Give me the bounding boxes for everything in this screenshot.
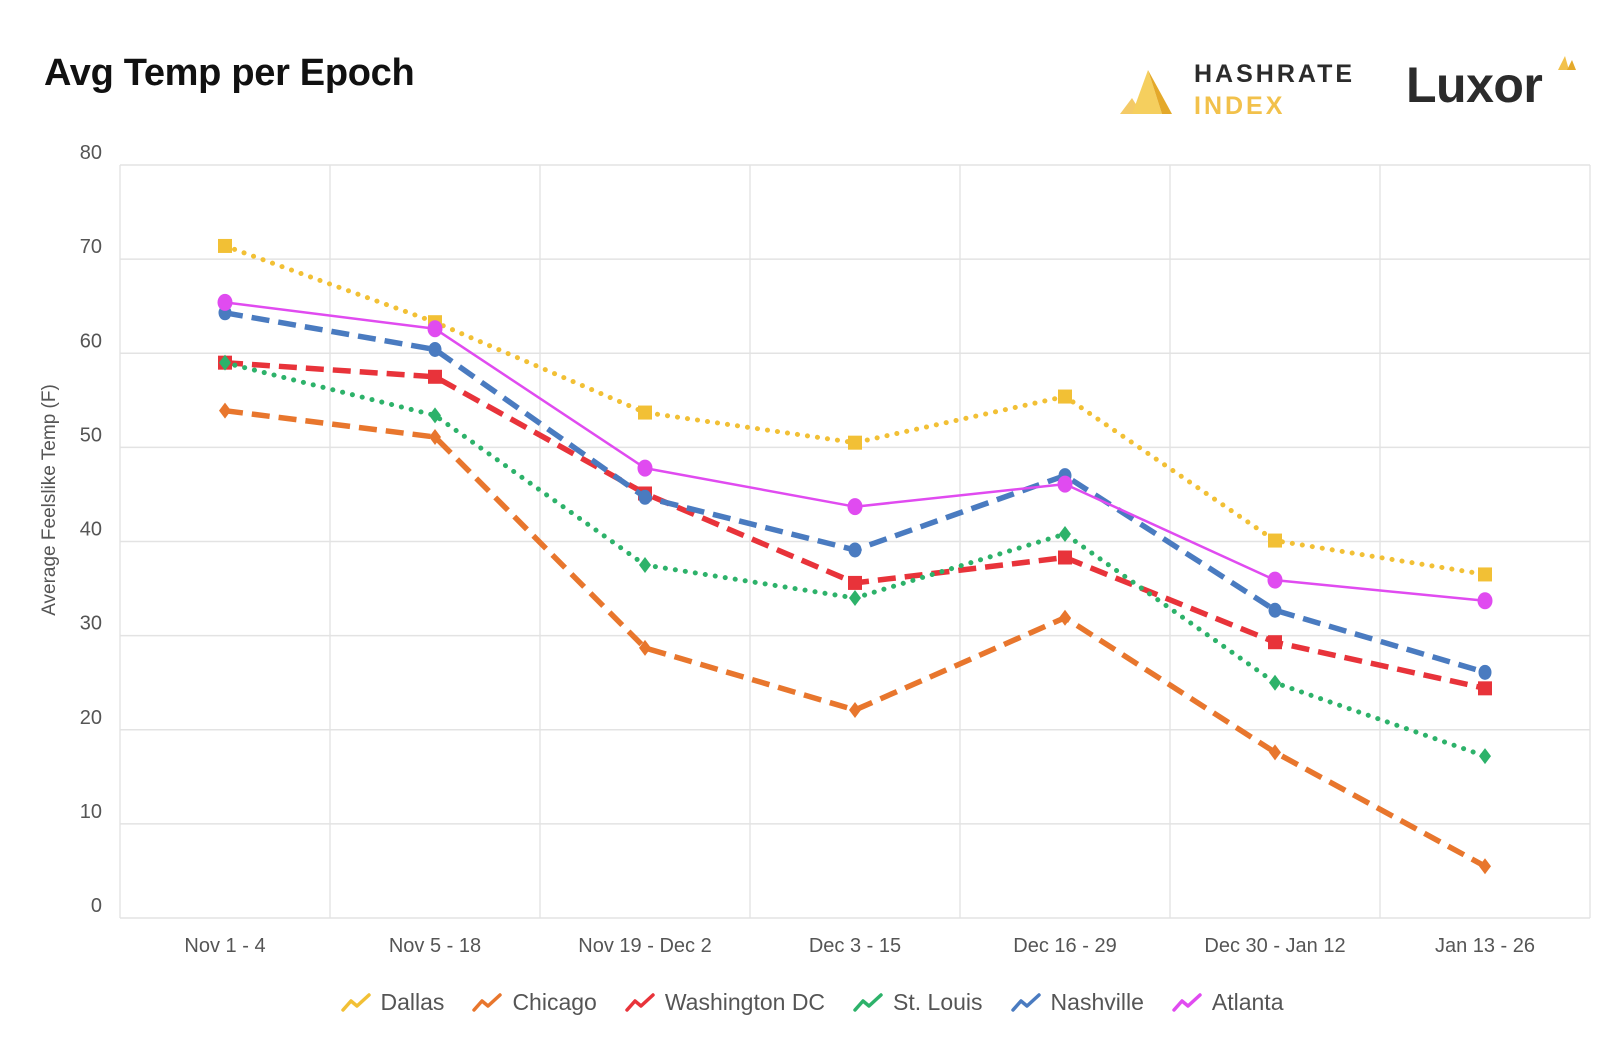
x-axis-ticks: Nov 1 - 4 Nov 5 - 18 Nov 19 - Dec 2 Dec 3 -… (184, 935, 1535, 957)
data-point-atlanta (217, 293, 233, 311)
legend-item[interactable]: Nashville (1010, 988, 1144, 1016)
legend-line-icon (340, 993, 371, 1012)
data-point-dallas (1058, 389, 1072, 404)
x-tick-label: Nov 1 - 4 (184, 935, 265, 957)
data-point-st-louis (849, 589, 861, 606)
data-point-atlanta (637, 459, 653, 477)
data-point-dallas (638, 405, 652, 420)
data-point-chicago (849, 701, 861, 718)
legend-line-icon (1172, 993, 1202, 1012)
y-tick-label: 60 (80, 330, 102, 352)
legend-item[interactable]: Chicago (472, 988, 597, 1016)
legend-item[interactable]: Washington DC (625, 989, 825, 1016)
data-point-atlanta (1057, 475, 1073, 493)
luxor-logo-icon (1558, 56, 1576, 70)
data-point-atlanta (427, 320, 443, 338)
data-point-dallas (848, 435, 862, 450)
hashrate-index-wordmark-line1: HASHRATE (1194, 60, 1356, 88)
legend-label: St. Louis (893, 988, 983, 1015)
data-point-atlanta (1267, 571, 1283, 589)
series-atlanta (217, 293, 1493, 610)
data-point-washington-dc (1058, 550, 1072, 565)
data-point-st-louis (429, 407, 441, 424)
legend-label: Nashville (1050, 988, 1144, 1015)
data-point-chicago (219, 402, 231, 419)
legend-line-icon (1010, 993, 1041, 1012)
legend-item[interactable]: Dallas (340, 988, 445, 1016)
series-line-st-louis (222, 360, 1488, 759)
chart-legend: Dallas Chicago Washington DC St. Louis Nashv… (0, 984, 1624, 1020)
data-point-atlanta (847, 498, 863, 516)
legend-line-icon (853, 993, 883, 1012)
data-point-st-louis (1059, 525, 1071, 542)
data-point-st-louis (639, 557, 651, 574)
data-point-nashville (1478, 664, 1492, 680)
data-point-st-louis (219, 354, 231, 371)
hashrate-index-logo: HASHRATE INDEX (1118, 58, 1378, 122)
legend-line-icon (625, 993, 655, 1012)
y-tick-label: 30 (80, 613, 102, 635)
data-point-nashville (1268, 602, 1282, 618)
series-nashville (218, 305, 1492, 680)
series-lines (217, 238, 1493, 875)
series-washington-dc (218, 355, 1492, 696)
y-tick-label: 10 (80, 801, 102, 823)
hashrate-index-logo-icon (1120, 70, 1172, 114)
y-axis-ticks: 0 10 20 30 40 50 60 70 80 (80, 142, 102, 917)
y-tick-label: 80 (80, 142, 102, 164)
x-tick-label: Nov 5 - 18 (389, 935, 481, 957)
data-point-chicago (1269, 744, 1281, 761)
data-point-washington-dc (1268, 635, 1282, 650)
data-point-washington-dc (848, 575, 862, 590)
chart-title: Avg Temp per Epoch (44, 52, 415, 94)
x-tick-label: Dec 3 - 15 (809, 935, 901, 957)
luxor-logo: Luxor (1406, 52, 1596, 122)
data-point-nashville (638, 489, 652, 505)
data-point-chicago (1479, 858, 1491, 875)
x-tick-label: Nov 19 - Dec 2 (578, 935, 711, 957)
series-line-dallas (222, 243, 1488, 577)
series-line-nashville (224, 310, 1486, 675)
legend-item[interactable]: Atlanta (1172, 988, 1284, 1016)
data-point-chicago (639, 639, 651, 656)
grid-lines (119, 164, 1591, 919)
legend-label: Dallas (380, 988, 445, 1015)
data-point-chicago (429, 429, 441, 446)
luxor-wordmark: Luxor (1406, 57, 1543, 113)
x-tick-label: Dec 16 - 29 (1013, 935, 1116, 957)
hashrate-index-wordmark-line2: INDEX (1194, 92, 1286, 120)
y-tick-label: 50 (80, 424, 102, 446)
series-line-washington-dc (224, 359, 1486, 691)
data-point-dallas (1478, 567, 1492, 582)
x-tick-label: Jan 13 - 26 (1435, 935, 1535, 957)
data-point-dallas (218, 238, 232, 253)
y-tick-label: 20 (80, 707, 102, 729)
series-line-chicago (224, 407, 1487, 869)
data-point-nashville (428, 341, 442, 357)
data-point-washington-dc (428, 369, 442, 384)
y-tick-label: 70 (80, 236, 102, 258)
data-point-nashville (848, 542, 862, 558)
data-point-chicago (1059, 609, 1071, 626)
legend-label: Washington DC (664, 988, 826, 1015)
data-point-atlanta (1477, 592, 1493, 610)
series-st-louis (219, 354, 1491, 765)
legend-label: Atlanta (1211, 988, 1284, 1015)
y-tick-label: 40 (80, 519, 102, 541)
x-tick-label: Dec 30 - Jan 12 (1204, 935, 1345, 957)
data-point-st-louis (1479, 748, 1491, 765)
data-point-washington-dc (1478, 681, 1492, 696)
legend-item[interactable]: St. Louis (853, 989, 983, 1016)
legend-label: Chicago (512, 988, 597, 1015)
y-axis-label: Average Feelslike Temp (F) (39, 384, 60, 616)
legend-line-icon (472, 993, 503, 1012)
data-point-st-louis (1269, 674, 1281, 691)
y-tick-label: 0 (91, 895, 102, 917)
series-chicago (219, 402, 1491, 875)
data-point-dallas (1268, 533, 1282, 548)
